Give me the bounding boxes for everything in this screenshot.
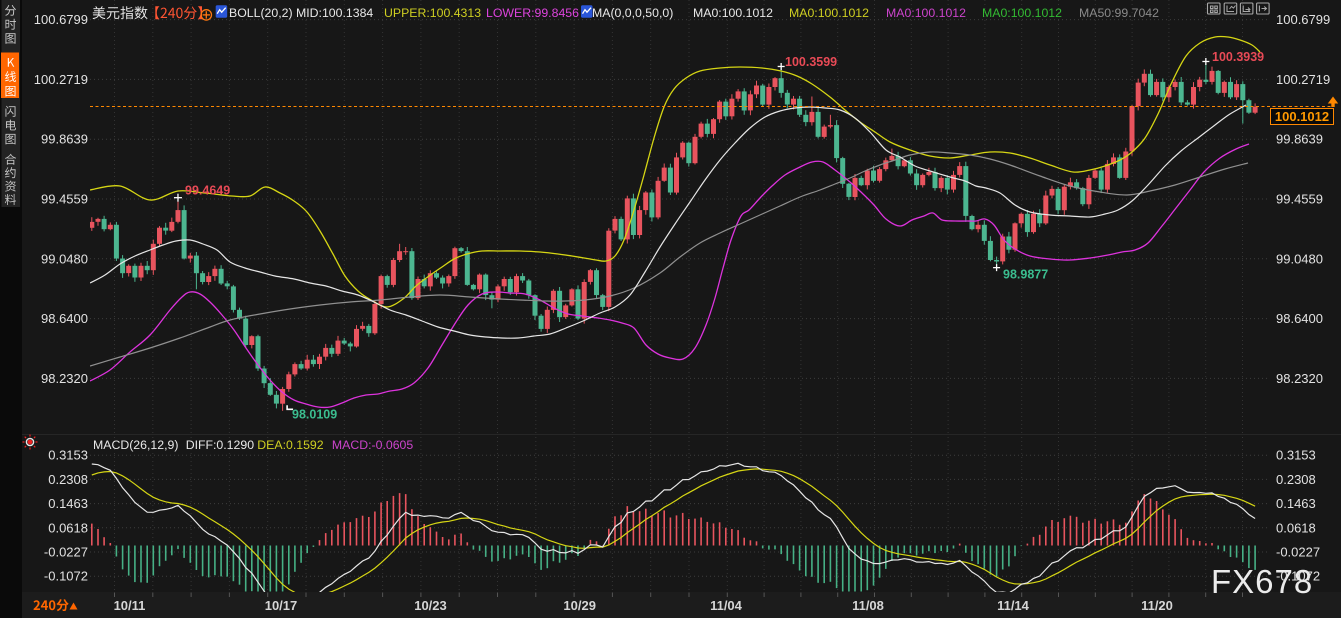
svg-text:10/29: 10/29: [563, 598, 596, 613]
svg-text:99.0480: 99.0480: [1276, 251, 1323, 266]
svg-text:0.1463: 0.1463: [48, 496, 88, 511]
svg-text:98.6400: 98.6400: [1276, 311, 1323, 326]
svg-text:99.4559: 99.4559: [1276, 192, 1323, 207]
svg-text:MA50:99.7042: MA50:99.7042: [1079, 6, 1159, 20]
svg-text:99.8639: 99.8639: [1276, 132, 1323, 147]
svg-text:98.6400: 98.6400: [41, 311, 88, 326]
svg-text:DEA:0.1592: DEA:0.1592: [257, 438, 323, 452]
svg-text:99.4649: 99.4649: [185, 184, 230, 198]
svg-text:DIFF:0.1290: DIFF:0.1290: [186, 438, 255, 452]
svg-text:10/23: 10/23: [414, 598, 447, 613]
svg-text:100.3939: 100.3939: [1212, 50, 1264, 64]
svg-text:0.0618: 0.0618: [1276, 520, 1316, 535]
svg-text:98.9877: 98.9877: [1003, 268, 1048, 282]
svg-text:99.4559: 99.4559: [41, 192, 88, 207]
svg-text:11/08: 11/08: [852, 598, 884, 613]
svg-text:0.0618: 0.0618: [48, 520, 88, 535]
svg-text:-0.1072: -0.1072: [44, 569, 88, 584]
svg-text:MA0:100.1012: MA0:100.1012: [693, 6, 773, 20]
svg-text:MA(0,0,0,50,0): MA(0,0,0,50,0): [592, 6, 673, 20]
svg-text:MID:100.1384: MID:100.1384: [296, 6, 373, 20]
svg-text:98.2320: 98.2320: [1276, 371, 1323, 386]
svg-text:LOWER:99.8456: LOWER:99.8456: [486, 6, 579, 20]
svg-text:100.2719: 100.2719: [1276, 72, 1330, 87]
svg-text:MA0:100.1012: MA0:100.1012: [789, 6, 869, 20]
svg-text:0.3153: 0.3153: [48, 448, 88, 463]
svg-text:BOLL(20,2): BOLL(20,2): [229, 6, 293, 20]
svg-text:0.3153: 0.3153: [1276, 448, 1316, 463]
svg-text:0.2308: 0.2308: [1276, 472, 1316, 487]
svg-text:100.6799: 100.6799: [34, 12, 88, 27]
svg-text:100.3599: 100.3599: [785, 55, 837, 69]
svg-text:98.0109: 98.0109: [292, 408, 337, 422]
svg-text:11/04: 11/04: [710, 598, 743, 613]
svg-text:-0.1072: -0.1072: [1276, 569, 1320, 584]
svg-text:99.8639: 99.8639: [41, 132, 88, 147]
svg-text:0.2308: 0.2308: [48, 472, 88, 487]
svg-text:99.0480: 99.0480: [41, 251, 88, 266]
svg-text:FX678: FX678: [1211, 563, 1313, 600]
svg-text:10/17: 10/17: [265, 598, 298, 613]
svg-text:11/14: 11/14: [997, 598, 1030, 613]
svg-text:-0.0227: -0.0227: [44, 545, 88, 560]
svg-text:MA0:100.1012: MA0:100.1012: [982, 6, 1062, 20]
svg-text:MACD:-0.0605: MACD:-0.0605: [332, 438, 413, 452]
svg-text:MACD(26,12,9): MACD(26,12,9): [93, 438, 178, 452]
svg-text:UPPER:100.4313: UPPER:100.4313: [384, 6, 481, 20]
svg-text:100.1012: 100.1012: [1275, 109, 1329, 124]
svg-text:10/11: 10/11: [114, 598, 146, 613]
svg-text:98.2320: 98.2320: [41, 371, 88, 386]
svg-text:0.1463: 0.1463: [1276, 496, 1316, 511]
svg-text:100.6799: 100.6799: [1276, 12, 1330, 27]
svg-text:100.2719: 100.2719: [34, 72, 88, 87]
svg-text:MA0:100.1012: MA0:100.1012: [886, 6, 966, 20]
svg-text:-0.0227: -0.0227: [1276, 545, 1320, 560]
svg-text:11/20: 11/20: [1141, 598, 1173, 613]
